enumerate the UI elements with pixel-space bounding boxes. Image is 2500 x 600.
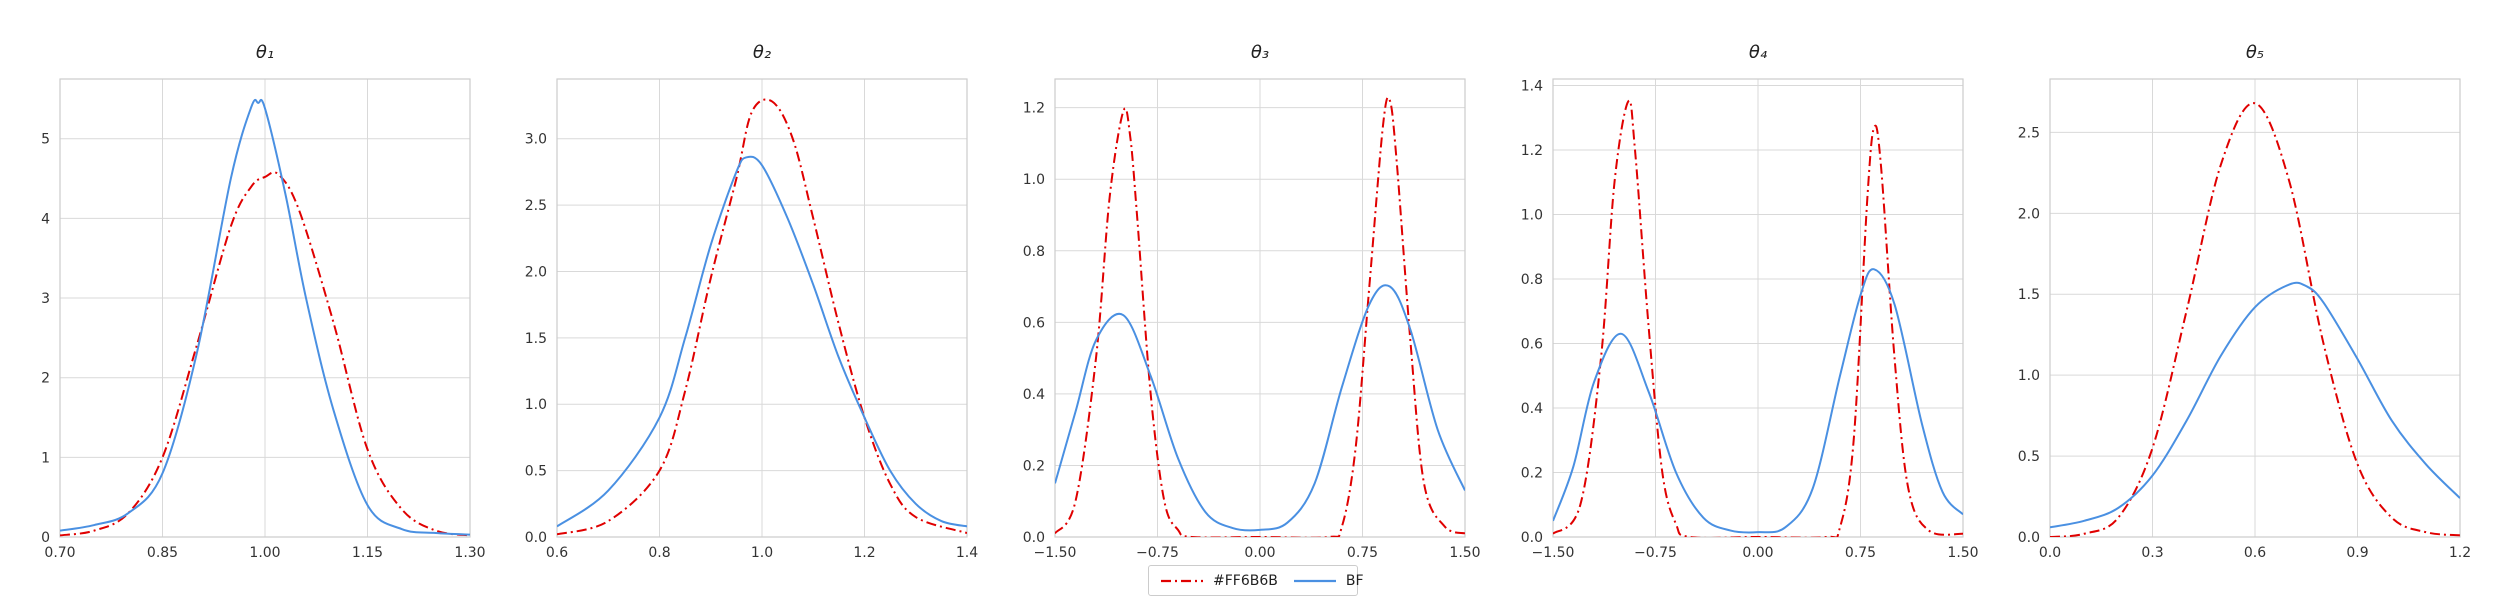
x-tick-label: 0.85 [147, 545, 178, 561]
y-tick-label: 1.0 [525, 397, 547, 413]
legend-swatch-solid [1293, 579, 1336, 582]
y-tick-label: 1.5 [525, 331, 547, 347]
y-tick-label: 0.8 [1521, 272, 1543, 288]
series-line-bf [1553, 268, 1963, 534]
panel-3: −1.50 −0.75 0.00 0.75 1.50 0.0 0.2 0.4 0.6 0.8 1.0… [1023, 42, 1481, 561]
panel-title: θ₅ [2246, 42, 2264, 63]
x-tick-label: 1.0 [751, 545, 773, 561]
series-line-bf [557, 155, 967, 528]
y-tick-label: 2.0 [2018, 206, 2040, 222]
panel-5: 0.0 0.3 0.6 0.9 1.2 0.0 0.5 1.0 1.5 2.0 2.5 θ₅ [2018, 42, 2471, 561]
axes-frame [2049, 78, 2461, 538]
y-tick-label: 1.0 [1023, 172, 1045, 188]
x-tick-label: −0.75 [1136, 545, 1179, 561]
legend-entry-ff6b6b: #FF6B6B [1159, 573, 1278, 589]
y-tick-label: 1.5 [2018, 287, 2040, 303]
y-tick-label: 0.0 [2018, 530, 2040, 546]
x-tick-label: 0.00 [1244, 545, 1275, 561]
x-tick-label: 0.00 [1742, 545, 1773, 561]
y-tick-label: 2 [41, 371, 50, 387]
y-tick-label: 3 [41, 291, 50, 307]
y-tick-label: 0.4 [1521, 401, 1543, 417]
panel-title: θ₂ [753, 42, 771, 63]
series-line-ff6b6b [2050, 102, 2460, 537]
y-tick-label: 0.5 [525, 464, 547, 480]
y-tick-label: 0.0 [1023, 530, 1045, 546]
y-tick-label: 1.4 [1521, 78, 1543, 94]
panel-title: θ₁ [256, 42, 274, 63]
y-tick-label: 1.0 [1521, 207, 1543, 223]
x-tick-label: 1.15 [352, 545, 383, 561]
y-tick-label: 0.2 [1521, 465, 1543, 481]
y-tick-label: 0.0 [525, 530, 547, 546]
x-tick-label: 1.30 [454, 545, 485, 561]
x-tick-label: 1.00 [249, 545, 280, 561]
x-tick-label: −0.75 [1634, 545, 1677, 561]
series-line-ff6b6b [557, 98, 967, 536]
x-tick-label: 0.8 [648, 545, 670, 561]
x-tick-label: 1.2 [2449, 545, 2471, 561]
y-tick-label: 0.4 [1023, 387, 1045, 403]
x-tick-label: −1.50 [1532, 545, 1575, 561]
legend: #FF6B6B BF [1148, 565, 1364, 596]
y-tick-label: 0 [41, 530, 50, 546]
x-tick-label: 0.6 [2244, 545, 2266, 561]
y-tick-label: 0.8 [1023, 244, 1045, 260]
series-line-ff6b6b [60, 171, 470, 537]
y-tick-label: 5 [41, 132, 50, 148]
panel-title: θ₃ [1251, 42, 1269, 63]
y-tick-label: 0.5 [2018, 449, 2040, 465]
x-tick-label: 0.0 [2039, 545, 2061, 561]
x-tick-label: 0.75 [1845, 545, 1876, 561]
panel-4: −1.50 −0.75 0.00 0.75 1.50 0.0 0.2 0.4 0.6 0.8 1.0… [1521, 42, 1979, 561]
axes-frame [59, 78, 471, 538]
x-tick-label: 1.2 [853, 545, 875, 561]
axes-frame [556, 78, 968, 538]
y-tick-label: 4 [41, 211, 50, 227]
series-line-bf [1055, 284, 1465, 532]
series-line-bf [2050, 281, 2460, 529]
y-tick-label: 0.2 [1023, 458, 1045, 474]
y-tick-label: 1.2 [1521, 143, 1543, 159]
y-tick-label: 0.6 [1023, 315, 1045, 331]
x-tick-label: 0.75 [1347, 545, 1378, 561]
y-tick-label: 0.6 [1521, 336, 1543, 352]
series-line-ff6b6b [1553, 99, 1963, 537]
legend-entry-bf: BF [1292, 573, 1364, 589]
panel-2: 0.6 0.8 1.0 1.2 1.4 0.0 0.5 1.0 1.5 2.0 2.5 3.0 θ₂ [525, 42, 978, 561]
series-line-ff6b6b [1055, 96, 1465, 537]
y-tick-label: 1 [41, 450, 50, 466]
y-tick-label: 1.0 [2018, 368, 2040, 384]
y-tick-label: 3.0 [525, 132, 547, 148]
y-tick-label: 0.0 [1521, 530, 1543, 546]
x-tick-label: 1.4 [956, 545, 978, 561]
x-tick-label: 0.70 [44, 545, 75, 561]
y-tick-label: 2.5 [525, 198, 547, 214]
y-tick-label: 2.0 [525, 264, 547, 280]
x-tick-label: 0.6 [546, 545, 568, 561]
x-tick-label: 1.50 [1947, 545, 1978, 561]
panel-1: 0.70 0.85 1.00 1.15 1.30 0 1 2 3 4 5 θ₁ [41, 42, 486, 561]
x-tick-label: −1.50 [1034, 545, 1077, 561]
legend-label-ff6b6b: #FF6B6B [1213, 572, 1278, 589]
series-line-bf [60, 99, 470, 536]
y-tick-label: 1.2 [1023, 101, 1045, 117]
panel-title: θ₄ [1749, 42, 1768, 63]
y-tick-label: 2.5 [2018, 125, 2040, 141]
x-tick-label: 0.9 [2346, 545, 2368, 561]
legend-label-bf: BF [1345, 572, 1364, 589]
x-tick-label: 0.3 [2141, 545, 2163, 561]
legend-swatch-dashdot [1161, 579, 1203, 582]
x-tick-label: 1.50 [1449, 545, 1480, 561]
